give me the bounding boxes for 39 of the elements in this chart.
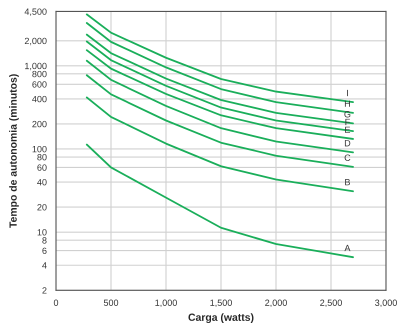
x-tick-label: 1,500 [210, 300, 232, 308]
y-tick-label: 10 [38, 229, 47, 236]
y-tick-label: 600 [32, 81, 47, 88]
y-tick-label: 800 [32, 70, 47, 78]
series-label: C [344, 154, 350, 161]
y-tick-label: 6 [42, 248, 47, 254]
y-tick-label: 40 [37, 179, 47, 186]
y-tick-label: 200 [32, 120, 47, 128]
line-series [86, 34, 354, 124]
y-tick-label: 4 [42, 262, 47, 269]
y-tick-label: 400 [32, 96, 47, 102]
series-label: H [344, 100, 350, 107]
x-tick-label: 3,000 [375, 300, 397, 308]
y-tick-label: 2 [42, 287, 47, 294]
y-tick-label: 1,000 [25, 62, 47, 70]
y-tick-label: 4,500 [24, 8, 47, 16]
series-label: F [345, 118, 350, 126]
line-series [86, 96, 354, 192]
y-tick-label: 2,000 [24, 38, 47, 46]
y-tick-label: 100 [32, 146, 47, 152]
x-axis-title: Carga (watts) [188, 313, 254, 324]
y-tick-label: 20 [37, 204, 47, 210]
line-series [86, 60, 354, 154]
y-tick-label: 8 [42, 237, 47, 244]
y-tick-label: 80 [37, 154, 47, 160]
x-tick-label: 2,500 [320, 300, 342, 308]
series-label: A [344, 244, 350, 252]
x-tick-label: 500 [104, 300, 118, 306]
x-tick-label: 1,000 [155, 300, 177, 308]
line-series [86, 49, 354, 140]
line-series [86, 40, 354, 132]
line-series [86, 74, 354, 168]
y-tick-label: 60 [37, 164, 47, 171]
x-tick-label: 0 [54, 300, 58, 306]
series-label: D [344, 140, 350, 146]
x-tick-label: 2,000 [265, 300, 287, 308]
series-label: B [345, 179, 350, 186]
series-label: I [347, 90, 348, 96]
y-axis-title: Tempo de autonomia (minutos) [9, 74, 19, 228]
